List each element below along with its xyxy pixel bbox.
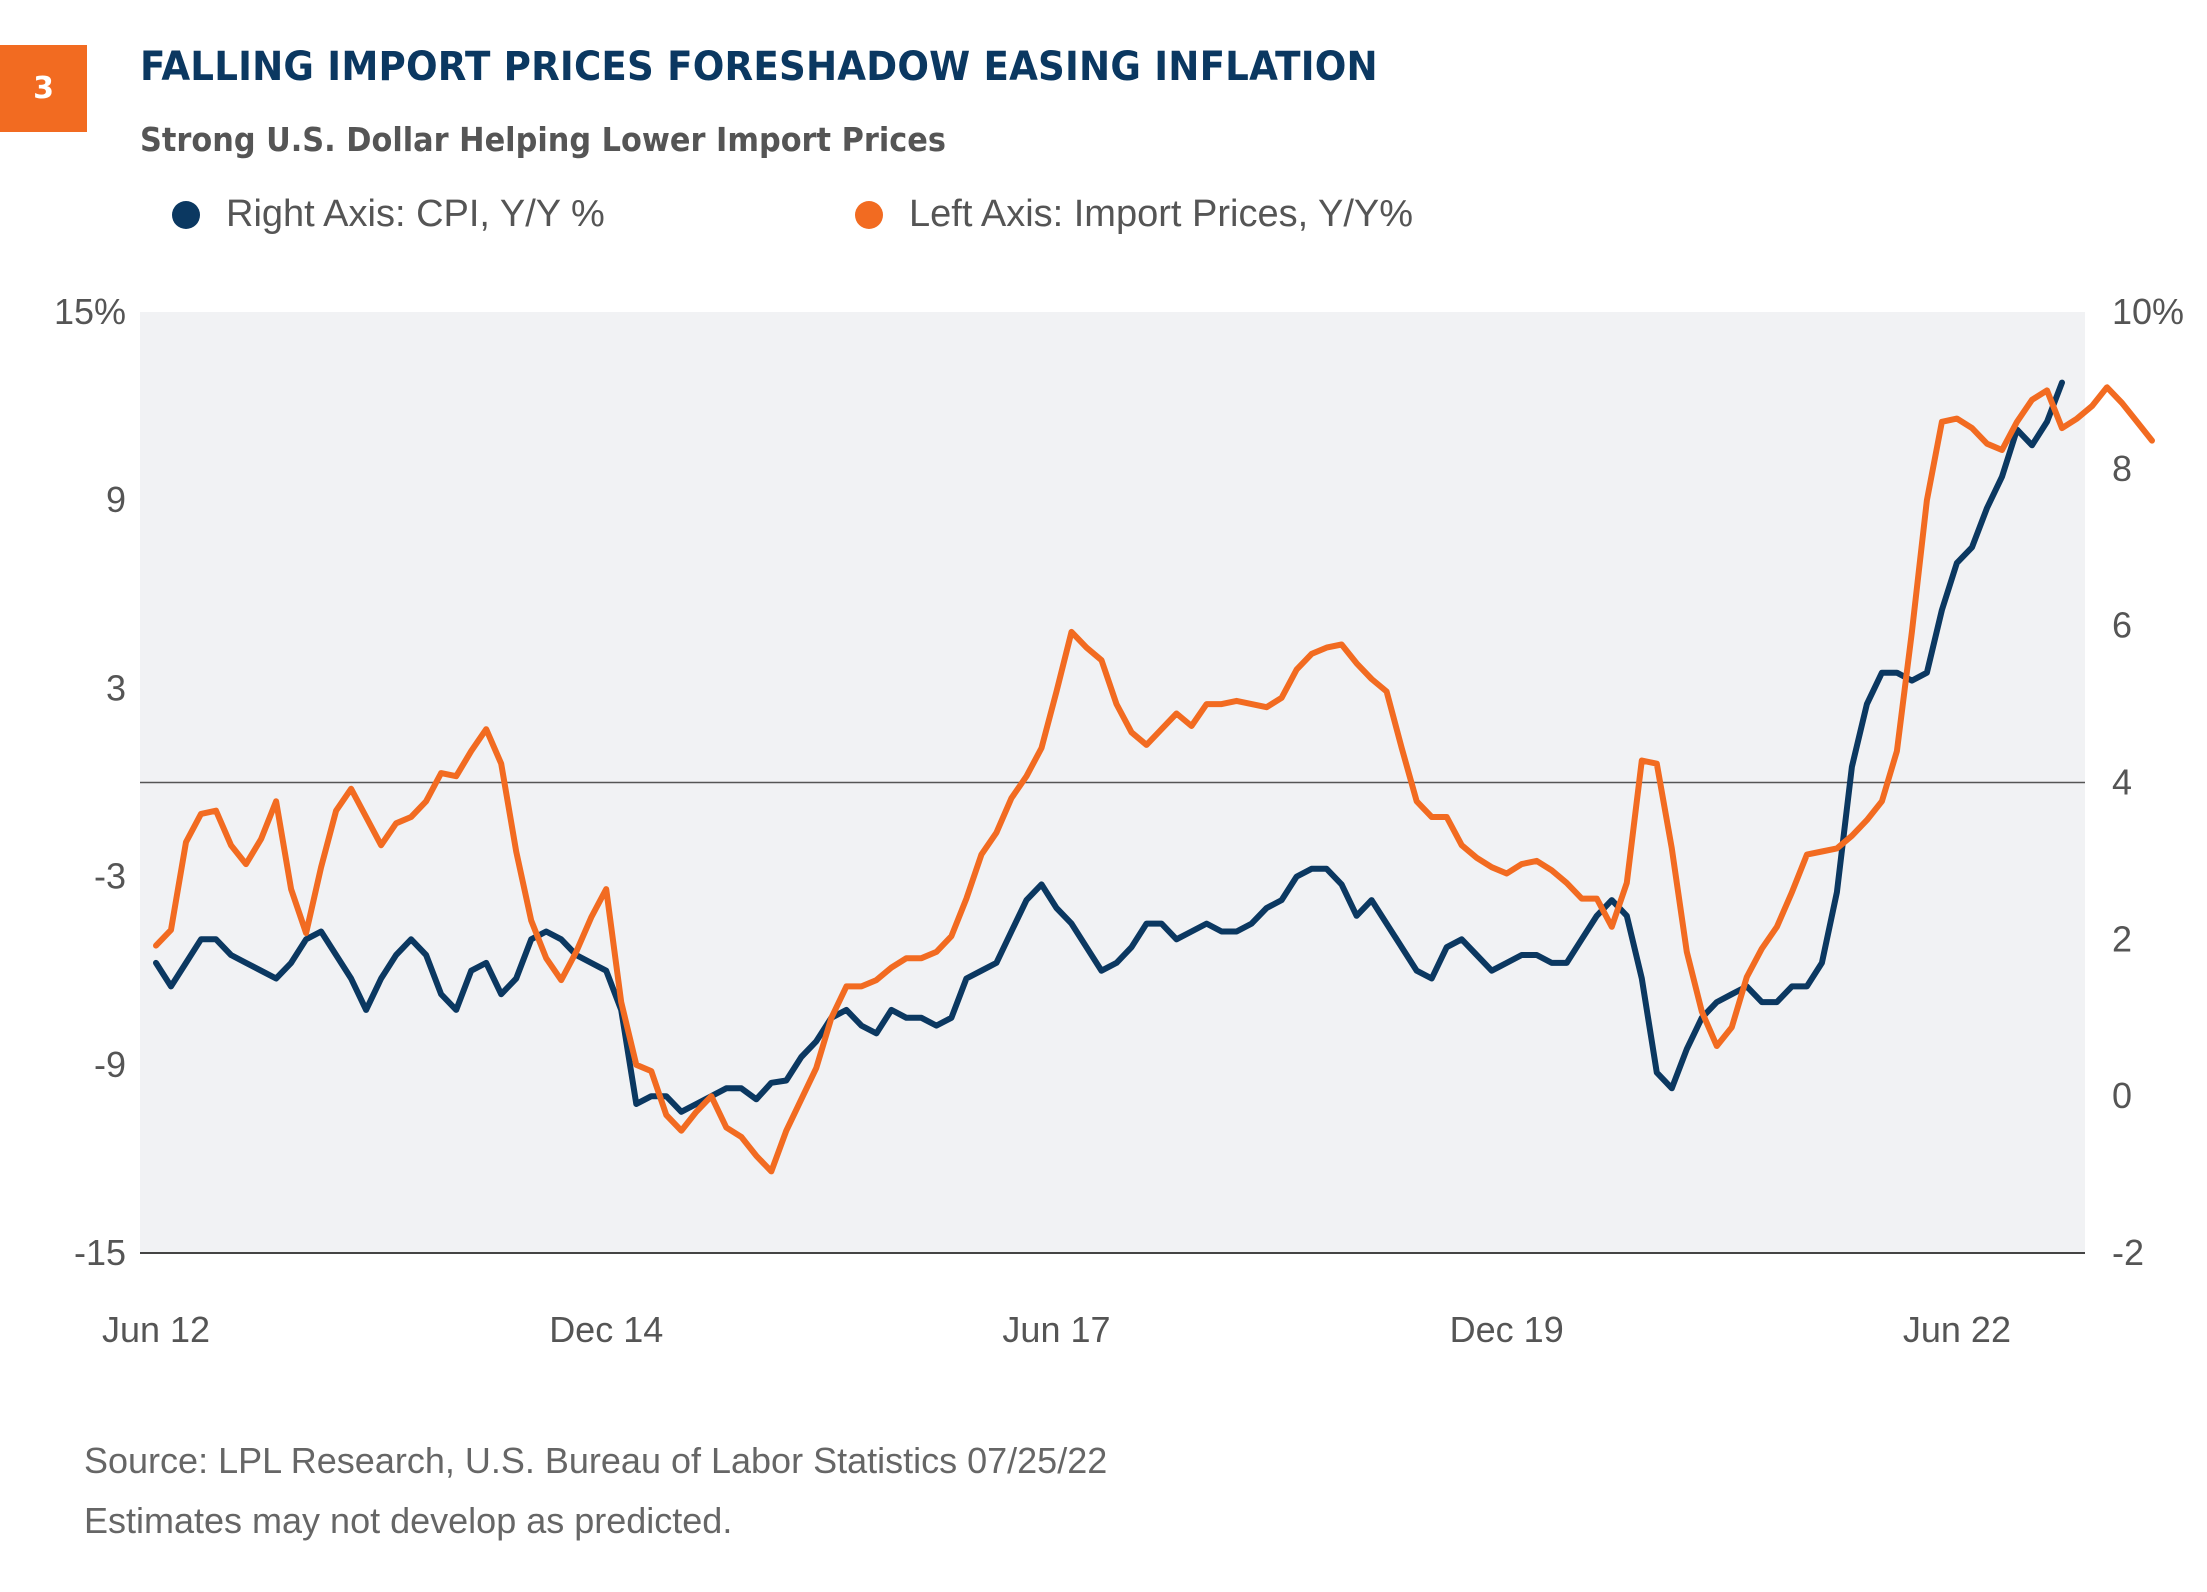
- x-tick-label: Dec 14: [549, 1309, 663, 1350]
- y-right-tick-label: -2: [2112, 1232, 2144, 1273]
- legend-item-cpi: Right Axis: CPI, Y/Y %: [172, 193, 605, 236]
- y-left-tick-label: 15%: [54, 291, 126, 332]
- y-right-tick-label: 0: [2112, 1075, 2132, 1116]
- chart-subtitle: Strong U.S. Dollar Helping Lower Import …: [140, 120, 946, 159]
- chart-number-badge: 3: [0, 45, 87, 132]
- x-tick-label: Jun 22: [1903, 1309, 2011, 1350]
- y-left-tick-label: 3: [106, 667, 126, 708]
- y-right-tick-label: 8: [2112, 448, 2132, 489]
- series-line-import-prices: [153, 384, 2155, 1175]
- y-right-tick-label: 6: [2112, 605, 2132, 646]
- y-left-tick-label: 9: [106, 479, 126, 520]
- chart-title: FALLING IMPORT PRICES FORESHADOW EASING …: [140, 44, 1378, 90]
- y-left-tick-label: -3: [94, 856, 126, 897]
- x-tick-label: Jun 12: [102, 1309, 210, 1350]
- x-tick-label: Jun 17: [1002, 1309, 1110, 1350]
- legend-label-import-prices: Left Axis: Import Prices, Y/Y%: [909, 193, 1414, 235]
- source-note: Source: LPL Research, U.S. Bureau of Lab…: [84, 1440, 1108, 1481]
- y-right-tick-label: 4: [2112, 762, 2132, 803]
- disclaimer-note: Estimates may not develop as predicted.: [84, 1500, 733, 1541]
- x-tick-label: Dec 19: [1450, 1309, 1564, 1350]
- y-left-tick-label: -9: [94, 1044, 126, 1085]
- y-right-tick-label: 2: [2112, 918, 2132, 959]
- legend-label-cpi: Right Axis: CPI, Y/Y %: [226, 193, 605, 235]
- y-right-tick-label: 10%: [2112, 291, 2184, 332]
- legend-swatch-cpi: [172, 200, 200, 229]
- legend-item-import-prices: Left Axis: Import Prices, Y/Y%: [855, 193, 1413, 236]
- legend-swatch-import-prices: [855, 200, 883, 229]
- y-left-tick-label: -15: [74, 1232, 126, 1273]
